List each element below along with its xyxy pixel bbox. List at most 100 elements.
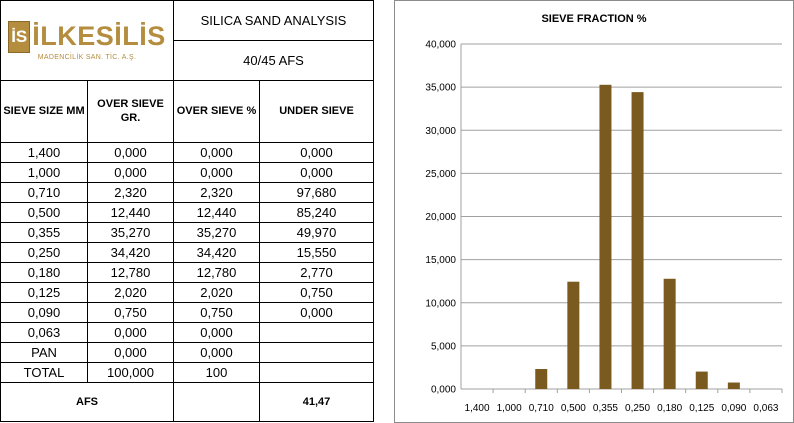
table-row: 0,180 12,780 12,780 2,770 [0, 262, 374, 283]
table-cell: 100 [173, 362, 260, 383]
x-tick-label: 0,063 [753, 403, 778, 414]
table-cell: 34,420 [173, 242, 260, 263]
table-cell: 2,320 [173, 182, 260, 203]
table-cell: 0,090 [0, 302, 88, 323]
table-cell: 2,770 [259, 262, 374, 283]
bar [663, 278, 676, 389]
table-cell: 0,000 [87, 162, 174, 183]
table-cell: 34,420 [87, 242, 174, 263]
table-cell: TOTAL [0, 362, 88, 383]
table-cell: 0,000 [87, 142, 174, 163]
y-tick-label: 35,000 [425, 83, 456, 94]
bar [727, 382, 740, 389]
table-cell: 0,500 [0, 202, 88, 223]
table-cell: 15,550 [259, 242, 374, 263]
table-cell: 0,000 [87, 322, 174, 343]
table-cell: 12,440 [173, 202, 260, 223]
x-tick-label: 0,710 [529, 403, 554, 414]
table-row: 0,090 0,750 0,750 0,000 [0, 302, 374, 323]
table-cell: 12,440 [87, 202, 174, 223]
company-subtitle: MADENCİLİK SAN. TİC. A.Ş. [37, 53, 137, 61]
table-cell: 0,750 [259, 282, 374, 303]
table-row: 1,000 0,000 0,000 0,000 [0, 162, 374, 183]
y-tick-label: 20,000 [425, 212, 456, 223]
table-cell: 0,750 [87, 302, 174, 323]
table-cell: 0,000 [259, 162, 374, 183]
table-cell: 12,780 [87, 262, 174, 283]
table-row: PAN 0,000 0,000 [0, 342, 374, 363]
table-cell: 0,250 [0, 242, 88, 263]
column-header: OVER SIEVE GR. [87, 80, 174, 143]
y-tick-label: 40,000 [425, 40, 456, 51]
x-tick-label: 0,500 [561, 403, 586, 414]
x-tick-label: 1,400 [465, 403, 490, 414]
afs-value: 41,47 [259, 382, 374, 422]
table-cell: 2,320 [87, 182, 174, 203]
table-row: 0,710 2,320 2,320 97,680 [0, 182, 374, 203]
y-tick-label: 25,000 [425, 169, 456, 180]
table-row: 0,125 2,020 2,020 0,750 [0, 282, 374, 303]
table-cell: 1,400 [0, 142, 88, 163]
table-cell: 97,680 [259, 182, 374, 203]
x-tick-label: 0,125 [689, 403, 714, 414]
column-header: UNDER SIEVE [259, 80, 374, 143]
chart-title: SIEVE FRACTION % [541, 13, 647, 25]
table-cell: 0,710 [0, 182, 88, 203]
afs-row: AFS 41,47 [0, 382, 374, 422]
analysis-table: İS İLKESİLİS MADENCİLİK SAN. TİC. A.Ş. S… [0, 0, 374, 422]
company-name: İLKESİLİS [32, 21, 166, 51]
table-row: 0,063 0,000 0,000 [0, 322, 374, 343]
table-cell: 0,000 [259, 302, 374, 323]
table-cell: 0,125 [0, 282, 88, 303]
bar [599, 84, 612, 389]
bar [567, 281, 580, 389]
sieve-fraction-chart: SIEVE FRACTION % 0,000 5,000 10,000 15,000 2… [394, 0, 794, 423]
x-tick-label: 0,180 [657, 403, 682, 414]
table-cell: 1,000 [0, 162, 88, 183]
column-header: OVER SIEVE % [173, 80, 260, 143]
table-cell: 0,000 [259, 142, 374, 163]
table-cell: PAN [0, 342, 88, 363]
table-cell [259, 362, 374, 383]
table-cell: 0,750 [173, 302, 260, 323]
bar [535, 368, 548, 389]
table-row: 0,250 34,420 34,420 15,550 [0, 242, 374, 263]
table-cell: 0,355 [0, 222, 88, 243]
x-tick-label: 0,250 [625, 403, 650, 414]
table-cell: 100,000 [87, 362, 174, 383]
column-header: SIEVE SIZE MM [0, 80, 88, 143]
x-tick-label: 0,355 [593, 403, 618, 414]
table-row: TOTAL 100,000 100 [0, 362, 374, 383]
table-cell [259, 322, 374, 343]
table-cell: 35,270 [173, 222, 260, 243]
bar [695, 371, 708, 389]
table-row: 0,355 35,270 35,270 49,970 [0, 222, 374, 243]
company-logo: İS İLKESİLİS MADENCİLİK SAN. TİC. A.Ş. [2, 20, 173, 61]
table-cell: 85,240 [259, 202, 374, 223]
y-tick-label: 30,000 [425, 126, 456, 137]
table-cell: 0,180 [0, 262, 88, 283]
table-cell: 0,000 [87, 342, 174, 363]
y-tick-label: 5,000 [431, 341, 456, 352]
table-cell: 2,020 [87, 282, 174, 303]
table-cell [259, 342, 374, 363]
afs-label: AFS [0, 382, 174, 422]
y-tick-label: 15,000 [425, 255, 456, 266]
afs-empty-cell [173, 382, 260, 422]
bar [631, 92, 644, 389]
header-row: SIEVE SIZE MM OVER SIEVE GR. OVER SIEVE … [0, 80, 374, 143]
y-tick-label: 0,000 [431, 385, 456, 396]
table-row: 0,500 12,440 12,440 85,240 [0, 202, 374, 223]
y-tick-label: 10,000 [425, 298, 456, 309]
report-title: SILICA SAND ANALYSIS [173, 0, 374, 41]
table-cell: 0,000 [173, 322, 260, 343]
table-cell: 2,020 [173, 282, 260, 303]
table-cell: 0,000 [173, 162, 260, 183]
grade-label: 40/45 AFS [173, 40, 374, 81]
x-tick-label: 0,090 [721, 403, 746, 414]
table-row: 1,400 0,000 0,000 0,000 [0, 142, 374, 163]
x-tick-label: 1,000 [497, 403, 522, 414]
table-cell: 0,000 [173, 142, 260, 163]
table-cell: 49,970 [259, 222, 374, 243]
table-cell: 12,780 [173, 262, 260, 283]
